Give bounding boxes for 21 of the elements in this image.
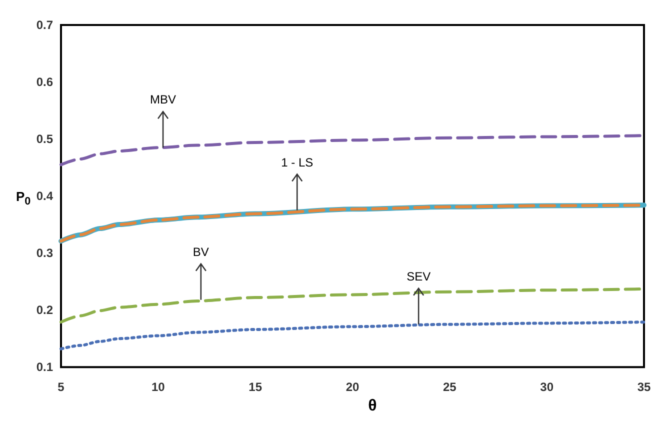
x-axis-title: θ: [368, 398, 377, 414]
line-series: [60, 320, 646, 350]
x-tick-label: 35: [637, 380, 651, 394]
annotation: BV: [192, 244, 209, 259]
x-tick-label: 15: [248, 380, 262, 394]
y-tick-label: 0.7: [36, 18, 54, 32]
x-tick-label: 10: [151, 380, 166, 394]
annotation: SEV: [406, 269, 431, 284]
x-tick-label: 20: [346, 380, 360, 394]
x-tick-label: 25: [442, 380, 457, 394]
x-tick-label: 30: [540, 380, 554, 394]
y-tick-label: 0.1: [36, 360, 54, 374]
annotation: 1 - LS: [281, 155, 314, 170]
x-tick-label: 5: [58, 380, 65, 394]
y-tick-label: 0.2: [36, 303, 54, 318]
y-tick-label: 0.4: [36, 189, 54, 204]
y-tick-label: 0.5: [36, 132, 54, 146]
y-axis-title: P$_{0}$: [16, 189, 31, 209]
y-tick-label: 0.3: [36, 246, 54, 260]
y-tick-label: 0.6: [36, 75, 54, 90]
annotation: MBV: [150, 92, 176, 107]
